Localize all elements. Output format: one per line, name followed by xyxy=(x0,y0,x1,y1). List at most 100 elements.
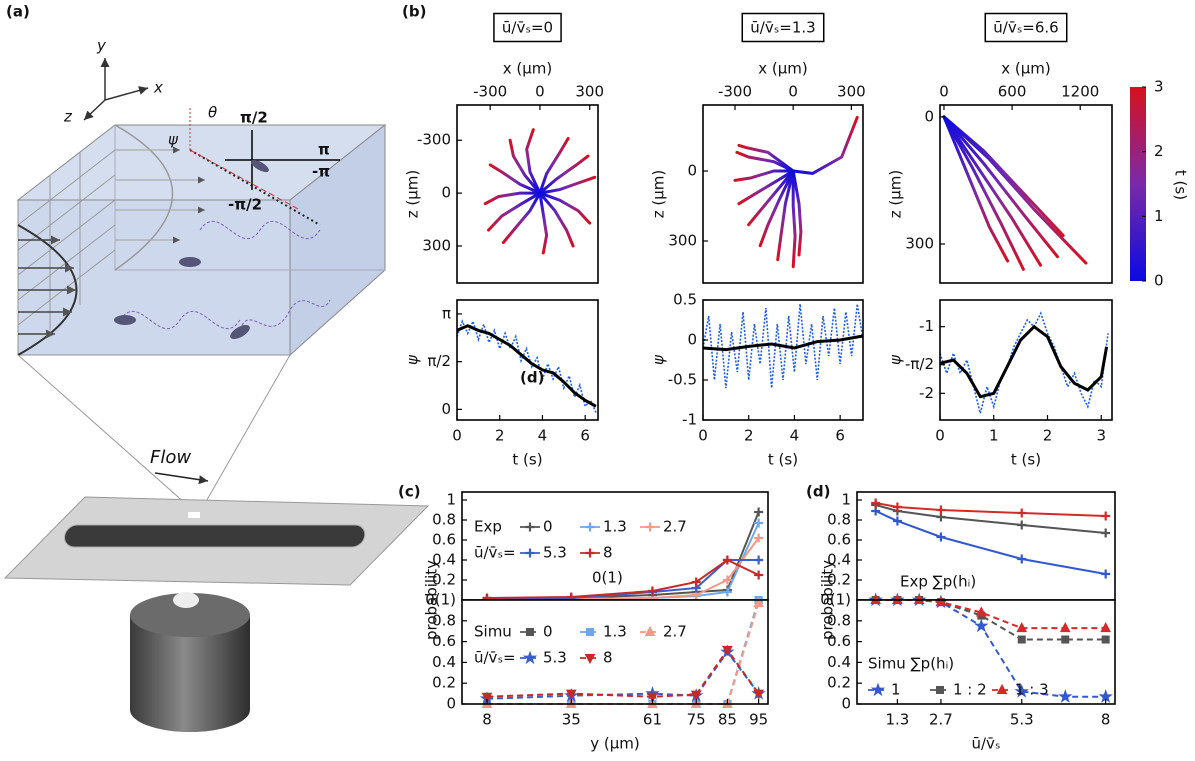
marker xyxy=(1101,528,1111,538)
angle-label: ψ xyxy=(168,131,179,149)
trajectory xyxy=(737,169,795,206)
x-tick-label: 1200 xyxy=(1061,83,1099,101)
legend-label: 1 xyxy=(891,681,901,699)
legend-title: Exp ∑p(hᵢ) xyxy=(900,573,976,591)
legend-label: 2.7 xyxy=(663,623,687,641)
marker xyxy=(976,606,987,617)
y-tick-label: -300 xyxy=(417,131,451,149)
colorbar-tick-label: 3 xyxy=(1154,78,1164,96)
y-tick-label: 0.6 xyxy=(432,531,456,549)
x-tick-label: 0 xyxy=(535,83,545,101)
y-tick-label: -1 xyxy=(682,411,697,429)
trajectory xyxy=(501,191,542,244)
trajectory xyxy=(538,154,590,195)
trajectory xyxy=(483,191,542,206)
y-tick-label: 0.4 xyxy=(432,551,456,569)
trajectory xyxy=(791,115,859,175)
series-line xyxy=(456,318,597,413)
marker xyxy=(691,577,701,587)
y-tick-label: -1 xyxy=(919,317,934,335)
trajectory xyxy=(487,191,542,232)
angle-label: θ xyxy=(208,104,217,122)
trajectory xyxy=(791,169,797,269)
x-axis-label: x (µm) xyxy=(503,60,553,78)
marker xyxy=(1059,622,1071,633)
y-tick-label: -2 xyxy=(919,384,934,402)
trajectory xyxy=(735,150,795,173)
y-axis-label: probability xyxy=(423,560,441,640)
annotation: (d) xyxy=(520,369,544,387)
trajectory xyxy=(737,143,795,173)
y-tick-label: -π/2 xyxy=(905,355,934,373)
marker xyxy=(1101,569,1111,579)
trajectory xyxy=(942,115,1025,271)
x-tick-label: 0 xyxy=(788,83,798,101)
x-tick-label: 0 xyxy=(935,427,945,445)
x-axis-label: t (s) xyxy=(512,451,542,469)
marker xyxy=(1061,635,1070,644)
legend-label: 5.3 xyxy=(543,649,567,667)
trajectory xyxy=(776,169,795,262)
x-axis-label: t (s) xyxy=(1011,451,1041,469)
marker xyxy=(754,518,764,528)
y-tick-label: π/2 xyxy=(427,352,451,370)
series-line xyxy=(456,324,597,408)
x-axis-label: x (µm) xyxy=(1001,60,1051,78)
panel-label: (d) xyxy=(806,483,830,501)
series-line xyxy=(702,334,864,352)
y-tick-label: 0.2 xyxy=(827,674,851,692)
axes-frame xyxy=(939,104,1113,284)
x-tick-label: 0 xyxy=(452,427,462,445)
marker xyxy=(754,570,764,580)
y-tick-label: 0 xyxy=(441,184,451,202)
series-line xyxy=(486,650,760,700)
legend-marker xyxy=(936,686,944,694)
marker xyxy=(722,575,732,585)
plot-area xyxy=(462,600,768,704)
y-tick-label: 0 xyxy=(924,107,934,125)
axis-name: x xyxy=(153,79,163,97)
plot-area xyxy=(462,492,768,600)
legend-prefix: ū/v̄ₛ= xyxy=(474,544,516,562)
marker xyxy=(722,587,732,597)
axes-frame xyxy=(461,599,769,705)
x-tick-label: 35 xyxy=(562,711,581,729)
y-axis-label: z (µm) xyxy=(887,170,905,219)
marker xyxy=(647,692,658,703)
legend-title: Exp xyxy=(474,518,502,536)
legend-marker xyxy=(522,650,538,665)
x-tick-label: -300 xyxy=(473,83,507,101)
trajectory xyxy=(538,191,592,225)
orientation-label: -π/2 xyxy=(228,196,262,214)
trajectory xyxy=(733,169,795,182)
legend-marker xyxy=(645,522,655,532)
axis-name: y xyxy=(96,37,107,55)
y-tick-label: 0.8 xyxy=(827,611,851,629)
trajectory xyxy=(942,115,1042,267)
legend-marker xyxy=(586,628,594,636)
y-tick-label: π xyxy=(442,304,451,322)
y-tick-label: -0.5 xyxy=(668,371,697,389)
y-tick-label: 300 xyxy=(668,232,697,250)
legend-marker xyxy=(644,625,656,636)
x-tick-label: 4 xyxy=(790,427,800,445)
marker xyxy=(690,690,702,701)
series-line xyxy=(486,648,760,698)
y-tick-label: 0.2 xyxy=(432,674,456,692)
legend-label: 2.7 xyxy=(663,518,687,536)
legend-label: 8 xyxy=(603,544,613,562)
trajectory xyxy=(942,115,1065,237)
legend-prefix: ū/v̄ₛ= xyxy=(474,649,516,667)
y-tick-label: 0 xyxy=(841,695,851,713)
plot-area xyxy=(857,492,1115,600)
y-axis-label: z (µm) xyxy=(650,170,668,219)
marker xyxy=(936,505,946,515)
flow-label: Flow xyxy=(150,447,191,468)
y-tick-label: 0(1) xyxy=(425,591,456,609)
y-axis-label: z (µm) xyxy=(404,170,422,219)
marker xyxy=(1017,520,1027,530)
x-tick-label: 2 xyxy=(744,427,754,445)
x-tick-label: 95 xyxy=(749,711,768,729)
trajectory xyxy=(942,115,1010,263)
marker xyxy=(1014,684,1029,698)
